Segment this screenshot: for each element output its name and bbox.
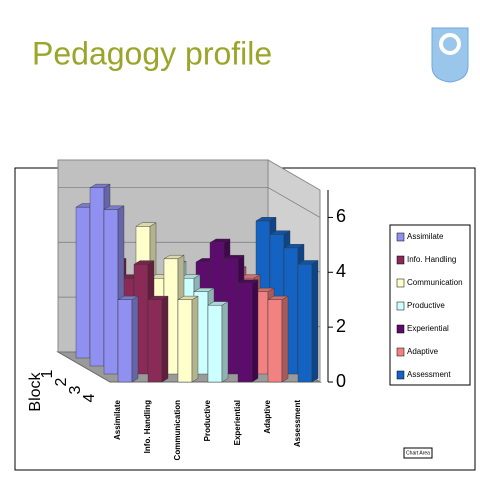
legend-swatch <box>396 301 405 311</box>
bar-top <box>223 254 245 259</box>
bar-top <box>117 295 139 300</box>
bar-top <box>193 287 215 292</box>
legend-label: Communication <box>407 278 463 287</box>
bar <box>177 295 199 383</box>
logo <box>431 27 469 83</box>
bar-top <box>147 295 169 300</box>
bar-side <box>251 279 259 383</box>
chart-area-button[interactable] <box>403 447 433 459</box>
bar-top <box>135 222 157 227</box>
bar-side <box>281 295 289 383</box>
legend-label: Assimilate <box>407 232 444 241</box>
y-tick-label: 6 <box>336 206 346 226</box>
legend-swatch <box>396 232 405 242</box>
bar <box>117 295 139 383</box>
bar <box>297 260 319 383</box>
bar-side <box>131 295 139 383</box>
depth-tick-label: 2 <box>53 377 70 386</box>
bar-front <box>207 305 223 383</box>
legend-swatch <box>396 255 405 265</box>
bar-side <box>161 295 169 383</box>
bar-front <box>103 209 119 375</box>
depth-tick-label: 1 <box>39 369 56 378</box>
bar-top <box>163 254 185 259</box>
depth-tick-label: 3 <box>67 385 84 394</box>
bar-top <box>133 260 155 265</box>
bar-top <box>209 238 231 243</box>
bar <box>147 295 169 383</box>
bar-front <box>89 187 105 367</box>
bar-front <box>117 299 133 383</box>
bar-top <box>267 295 289 300</box>
bar-top <box>255 217 277 222</box>
bar-top <box>103 205 125 210</box>
bar-top <box>283 244 305 249</box>
bar-front <box>75 206 91 359</box>
legend-label: Info. Handling <box>407 255 456 264</box>
legend-swatch <box>396 347 405 357</box>
bar <box>207 301 229 383</box>
depth-tick-label: 4 <box>81 393 98 402</box>
x-tick-label: Info. Handling <box>143 400 152 453</box>
x-tick-label: Communication <box>173 400 182 461</box>
x-tick-label: Experiential <box>233 400 242 445</box>
legend-swatch <box>396 370 405 380</box>
legend-label: Productive <box>407 301 445 310</box>
bar-top <box>207 301 229 306</box>
depth-axis-label: Block <box>27 371 44 411</box>
bar-top <box>297 260 319 265</box>
x-tick-label: Productive <box>203 399 212 441</box>
bar-front <box>237 283 253 383</box>
bar-front <box>147 299 163 383</box>
slide-title: Pedagogy profile <box>32 35 272 71</box>
x-tick-label: Adaptive <box>263 399 272 433</box>
x-tick-label: Assessment <box>293 400 302 447</box>
legend-label: Adaptive <box>407 347 439 356</box>
bar <box>267 295 289 383</box>
y-tick-label: 0 <box>336 371 346 391</box>
grid-line <box>58 187 321 218</box>
chart-area-label: Chart Area <box>406 450 430 456</box>
y-tick-label: 2 <box>336 316 346 336</box>
bar-front <box>297 263 313 383</box>
bar <box>237 279 259 383</box>
legend-label: Experiential <box>407 324 449 333</box>
legend-swatch <box>396 278 405 288</box>
bar-front <box>267 299 283 383</box>
y-tick-label: 4 <box>336 261 346 281</box>
legend-swatch <box>396 324 405 334</box>
bar-side <box>311 260 319 383</box>
bar-top <box>269 230 291 235</box>
bar-front <box>177 299 193 383</box>
bar-side <box>191 295 199 383</box>
bar-top <box>89 183 111 188</box>
bar-top <box>177 295 199 300</box>
bar-top <box>237 279 259 284</box>
bar-side <box>221 301 229 383</box>
x-tick-label: Assimilate <box>113 399 122 440</box>
legend-label: Assessment <box>407 370 451 379</box>
